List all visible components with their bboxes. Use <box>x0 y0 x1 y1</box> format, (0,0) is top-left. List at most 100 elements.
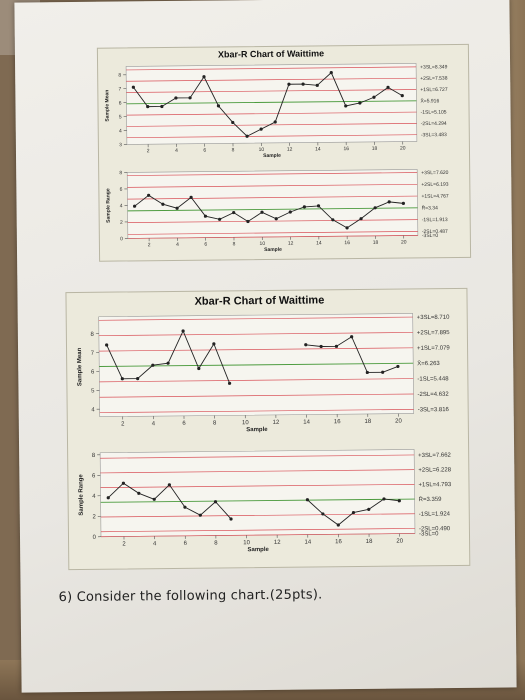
y-tick-label: 6 <box>119 100 122 106</box>
data-point <box>218 217 222 221</box>
x-tick-label: 16 <box>334 419 341 425</box>
x-tick-label: 2 <box>122 541 126 547</box>
data-point <box>146 105 150 109</box>
control-limit-label: +1SL=6.727 <box>420 87 448 93</box>
data-point <box>152 497 156 501</box>
control-limit-line <box>99 347 414 352</box>
x-tick-label: 20 <box>400 146 406 152</box>
data-point <box>373 206 377 210</box>
data-point <box>260 210 264 214</box>
range-chart-top: +3SL=7.620 +2SL=6.193 +1SL=4.767 R̄=3.34 -1S… <box>105 169 449 253</box>
control-limit-line <box>126 134 417 139</box>
data-point <box>319 344 323 349</box>
data-point <box>137 491 141 495</box>
chart-panel-top: Xbar-R Chart of Waittime +3SL=8.349 +2SL=… <box>96 43 472 262</box>
y-tick-label: 6 <box>120 187 123 193</box>
x-axis-label: Sample <box>264 247 282 253</box>
y-tick-label: 8 <box>118 73 121 79</box>
data-point <box>350 335 354 339</box>
data-point <box>160 104 164 109</box>
control-limit-label: +1SL=4.767 <box>421 193 449 199</box>
data-point <box>203 214 208 218</box>
data-point <box>387 200 391 204</box>
data-point <box>400 93 404 98</box>
x-tick-label: 14 <box>304 540 311 546</box>
x-tick-label: 8 <box>232 147 235 153</box>
question-text: 6) Consider the following chart.(25pts). <box>58 587 323 606</box>
y-tick-label: 4 <box>119 128 122 134</box>
x-tick-label: 10 <box>242 420 249 426</box>
y-tick-label: 2 <box>92 514 96 520</box>
data-point <box>181 329 185 333</box>
x-tick-label: 14 <box>316 240 322 246</box>
x-tick-label: 12 <box>274 540 281 546</box>
xbar-chart-top: +3SL=8.349 +2SL=7.538 +1SL=6.727 X̄=5.916 -1… <box>104 63 448 159</box>
y-tick-label: 0 <box>120 236 123 242</box>
x-axis-label: Sample <box>247 547 269 553</box>
y-tick-label: 7 <box>119 87 122 93</box>
data-point <box>367 507 371 511</box>
control-limit-label: X̄=5.916 <box>420 98 439 105</box>
x-tick-label: 4 <box>152 421 156 427</box>
data-point <box>358 101 362 105</box>
x-tick-label: 14 <box>303 420 310 426</box>
data-point <box>315 83 319 87</box>
data-point <box>344 104 348 108</box>
y-tick-label: 8 <box>119 170 122 176</box>
x-tick-label: 8 <box>233 241 236 247</box>
y-tick-label: 4 <box>91 407 95 413</box>
y-tick-label: 3 <box>119 142 122 148</box>
control-limit-line <box>126 111 417 116</box>
control-limit-line <box>127 183 418 188</box>
control-limit-label: +2SL=6.228 <box>418 467 451 473</box>
x-tick-label: 10 <box>259 147 265 153</box>
data-point <box>175 206 179 210</box>
data-point <box>161 202 165 206</box>
data-point <box>365 370 369 375</box>
control-limit-label: +2SL=6.193 <box>421 182 449 188</box>
control-limit-line <box>126 100 417 105</box>
x-tick-label: 10 <box>243 540 250 546</box>
data-point <box>396 364 400 369</box>
control-limit-line <box>127 207 418 212</box>
series-line <box>133 71 403 137</box>
control-limit-line <box>99 393 414 398</box>
control-limit-label: -3SL=3.816 <box>418 407 450 413</box>
control-limit-line <box>127 219 418 224</box>
data-point <box>120 377 124 381</box>
control-limit-label: R̄=3.359 <box>419 496 443 503</box>
data-point <box>351 510 356 515</box>
control-limit-line <box>98 316 413 321</box>
data-point <box>133 204 137 208</box>
data-point <box>246 219 250 224</box>
control-limit-line <box>127 235 418 239</box>
x-tick-label: 10 <box>260 241 266 247</box>
x-tick-label: 6 <box>182 421 186 427</box>
data-point <box>336 523 340 527</box>
x-tick-label: 14 <box>315 146 321 152</box>
x-tick-label: 8 <box>214 541 218 547</box>
data-point <box>345 226 349 230</box>
control-limit-label: +3SL=7.620 <box>421 170 449 176</box>
y-tick-label: 6 <box>91 370 95 376</box>
x-tick-label: 2 <box>147 148 150 154</box>
data-point <box>372 95 376 99</box>
control-limit-line <box>126 77 417 82</box>
x-tick-label: 4 <box>153 541 157 547</box>
control-limit-line <box>100 454 415 459</box>
x-tick-label: 20 <box>396 539 403 545</box>
y-tick-label: 5 <box>119 114 122 120</box>
x-tick-label: 18 <box>372 146 378 152</box>
x-tick-label: 2 <box>121 421 125 427</box>
control-limit-label: +3SL=7.662 <box>418 453 451 459</box>
control-limit-label: +2SL=7.538 <box>420 76 448 82</box>
x-tick-label: 12 <box>288 241 294 247</box>
x-axis-label: Sample <box>263 153 281 159</box>
data-point <box>304 343 308 347</box>
data-point <box>273 120 277 124</box>
y-axis-label: Sample Range <box>78 474 84 516</box>
data-point <box>166 361 170 365</box>
y-tick-label: 5 <box>91 388 95 394</box>
data-point <box>216 104 221 108</box>
control-limit-line <box>127 172 418 176</box>
